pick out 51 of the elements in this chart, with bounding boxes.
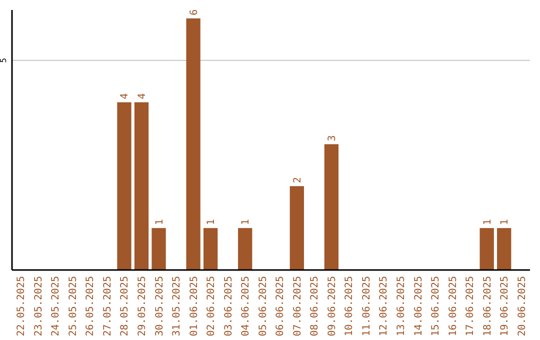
data-label: 1 [154,219,166,226]
bar [238,228,252,270]
bar [186,18,200,270]
data-label: 2 [292,177,304,184]
y-tick-label: 5 [0,58,8,63]
x-tick-label: 14.06.2025 [413,276,424,336]
x-tick-label: 26.05.2025 [85,276,96,336]
bar [117,102,132,270]
bar [324,144,339,270]
x-tick-label: 04.06.2025 [240,276,252,336]
x-tick-label: 01.06.2025 [188,276,200,336]
x-tick-label: 16.06.2025 [448,276,459,336]
data-label: 4 [120,93,131,100]
x-tick-label: 10.06.2025 [344,276,356,336]
data-label: 1 [482,219,494,226]
x-tick-label: 24.05.2025 [50,276,62,336]
data-label: 4 [137,93,148,100]
x-tick-label: 02.06.2025 [206,276,218,336]
x-tick-label: 07.06.2025 [292,276,304,336]
data-label: 1 [240,219,252,226]
x-tick-label: 19.06.2025 [500,276,511,336]
bar [480,228,494,270]
x-tick-label: 29.05.2025 [137,276,148,336]
data-label: 1 [206,219,218,226]
x-tick-label: 30.05.2025 [154,276,166,336]
bar [152,228,166,270]
x-tick-label: 15.06.2025 [430,276,442,336]
data-label: 6 [188,9,200,16]
x-tick-label: 20.06.2025 [516,276,528,336]
x-tick-label: 06.06.2025 [275,276,286,336]
x-tick-label: 27.05.2025 [102,276,114,336]
x-tick-label: 12.06.2025 [378,276,390,336]
x-tick-label: 23.05.2025 [33,276,44,336]
bar [497,228,512,270]
x-tick-label: 18.06.2025 [482,276,494,336]
x-tick-label: 31.05.2025 [172,276,183,336]
x-tick-label: 09.06.2025 [326,276,338,336]
x-tick-label: 05.06.2025 [258,276,269,336]
x-tick-label: 17.06.2025 [465,276,476,336]
bar [290,186,304,270]
data-label: 1 [500,219,511,226]
bar [203,228,218,270]
x-tick-label: 25.05.2025 [68,276,79,336]
data-label: 3 [326,135,338,142]
x-tick-label: 03.06.2025 [223,276,234,336]
x-tick-label: 08.06.2025 [310,276,321,336]
x-tick-label: 22.05.2025 [16,276,28,336]
x-tick-label: 28.05.2025 [120,276,131,336]
bar [134,102,149,270]
x-tick-label: 13.06.2025 [396,276,407,336]
x-tick-label: 11.06.2025 [361,276,372,336]
